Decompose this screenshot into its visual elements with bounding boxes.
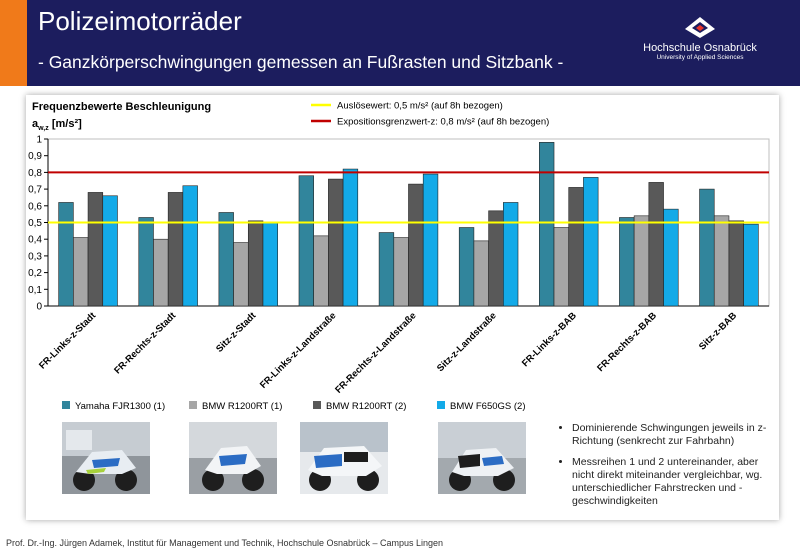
y-tick-label: 0,7 bbox=[28, 185, 42, 196]
x-tick-label: Sitz-z-BAB bbox=[697, 310, 739, 352]
bar bbox=[728, 220, 744, 307]
content-panel: Frequenzbewerte Beschleunigung aw,z [m/s… bbox=[26, 95, 779, 520]
bar bbox=[633, 215, 650, 307]
y-tick-label: 0,3 bbox=[28, 251, 42, 262]
bar bbox=[167, 192, 184, 307]
y-tick-label: 0,1 bbox=[28, 285, 42, 296]
y-tick-label: 0 bbox=[36, 302, 42, 313]
bar bbox=[328, 178, 344, 307]
yamaha-fjr1300-photo bbox=[62, 422, 150, 494]
bar bbox=[182, 185, 198, 307]
bar bbox=[408, 183, 424, 307]
bar bbox=[262, 222, 278, 307]
legend-swatch bbox=[62, 401, 70, 409]
bar bbox=[619, 217, 635, 307]
notes-list: Dominierende Schwingungen jeweils in z-R… bbox=[560, 422, 775, 516]
y-axis-label: aw,z [m/s²] bbox=[32, 118, 82, 132]
bar bbox=[473, 240, 489, 307]
bar bbox=[153, 238, 169, 307]
bar bbox=[539, 142, 555, 307]
bar bbox=[663, 208, 679, 307]
bar bbox=[458, 227, 475, 307]
bmw-f650gs-photo bbox=[438, 422, 526, 494]
x-tick-label: FR-Rechts-z-BAB bbox=[595, 310, 659, 374]
legend-swatch bbox=[437, 401, 445, 409]
y-tick-label: 0,9 bbox=[28, 151, 42, 162]
bar bbox=[488, 210, 504, 307]
bar bbox=[553, 227, 570, 307]
header-bar: Polizeimotorräder - Ganzkörperschwingung… bbox=[0, 0, 800, 86]
note-item: Dominierende Schwingungen jeweils in z-R… bbox=[572, 422, 775, 448]
university-logo: Hochschule Osnabrück University of Appli… bbox=[630, 14, 770, 74]
y-tick-label: 0,6 bbox=[28, 201, 42, 212]
bar bbox=[218, 212, 234, 307]
legend-label: BMW R1200RT (2) bbox=[326, 401, 406, 412]
bar bbox=[713, 215, 730, 307]
x-tick-label: FR-Rechts-z-Landstraße bbox=[333, 310, 418, 395]
footer-text: Prof. Dr.-Ing. Jürgen Adamek, Institut f… bbox=[6, 538, 444, 548]
bar bbox=[342, 168, 359, 307]
y-tick-label: 0,4 bbox=[28, 235, 42, 246]
bar bbox=[378, 232, 395, 307]
bar bbox=[58, 202, 74, 307]
x-tick-label: FR-Links-z-Landstraße bbox=[258, 310, 339, 391]
x-tick-label: FR-Links-z-BAB bbox=[520, 310, 579, 369]
x-tick-label: FR-Rechts-z-Stadt bbox=[112, 310, 179, 377]
logo-emblem-icon bbox=[685, 17, 715, 38]
bar bbox=[138, 217, 154, 307]
bar bbox=[583, 177, 599, 307]
y-axis-label-main: a bbox=[32, 118, 39, 130]
bar bbox=[699, 188, 715, 307]
orange-accent-bar bbox=[0, 0, 27, 86]
y-tick-label: 0,5 bbox=[28, 218, 42, 229]
bar bbox=[298, 175, 314, 307]
y-tick-label: 1 bbox=[36, 135, 42, 146]
bar bbox=[568, 187, 584, 307]
legend-label: Yamaha FJR1300 (1) bbox=[75, 401, 165, 412]
slide-subtitle: - Ganzkörperschwingungen gemessen an Fuß… bbox=[38, 52, 564, 72]
bmw-r1200rt-photo-2 bbox=[300, 422, 388, 494]
bar bbox=[743, 223, 759, 307]
y-tick-label: 0,2 bbox=[28, 268, 42, 279]
bar bbox=[393, 237, 409, 307]
bmw-r1200rt-photo-1 bbox=[189, 422, 277, 494]
y-tick-label: 0,8 bbox=[28, 168, 42, 179]
legend-label: BMW F650GS (2) bbox=[450, 401, 526, 412]
logo-name: Hochschule Osnabrück bbox=[643, 42, 757, 54]
legend-label: BMW R1200RT (1) bbox=[202, 401, 282, 412]
y-axis-label-unit: [m/s²] bbox=[49, 118, 82, 130]
acceleration-bar-chart: Frequenzbewerte Beschleunigung aw,z [m/s… bbox=[28, 101, 770, 412]
reference-legend-label: Auslösewert: 0,5 m/s² (auf 8h bezogen) bbox=[337, 101, 503, 112]
bar bbox=[503, 202, 519, 307]
bar bbox=[102, 195, 118, 307]
bar bbox=[73, 237, 89, 307]
logo-subtitle: University of Applied Sciences bbox=[656, 54, 744, 61]
bar bbox=[87, 192, 104, 307]
x-tick-label: Sitz-z-Stadt bbox=[214, 310, 259, 355]
slide-title: Polizeimotorräder bbox=[38, 6, 242, 36]
x-tick-label: Sitz-z-Landstraße bbox=[435, 310, 499, 374]
y-axis-label-subscript: w,z bbox=[37, 125, 49, 132]
bar bbox=[422, 173, 439, 307]
reference-legend-label: Expositionsgrenzwert-z: 0,8 m/s² (auf 8h… bbox=[337, 117, 549, 128]
legend-swatch bbox=[189, 401, 197, 409]
x-tick-label: FR-Links-z-Stadt bbox=[37, 310, 99, 372]
chart-title: Frequenzbewerte Beschleunigung bbox=[32, 101, 211, 113]
note-item: Messreihen 1 und 2 untereinander, aber n… bbox=[572, 456, 775, 508]
bar bbox=[313, 235, 329, 307]
bar bbox=[233, 242, 249, 307]
legend-swatch bbox=[313, 401, 321, 409]
bar bbox=[648, 182, 664, 307]
bar bbox=[247, 220, 264, 307]
